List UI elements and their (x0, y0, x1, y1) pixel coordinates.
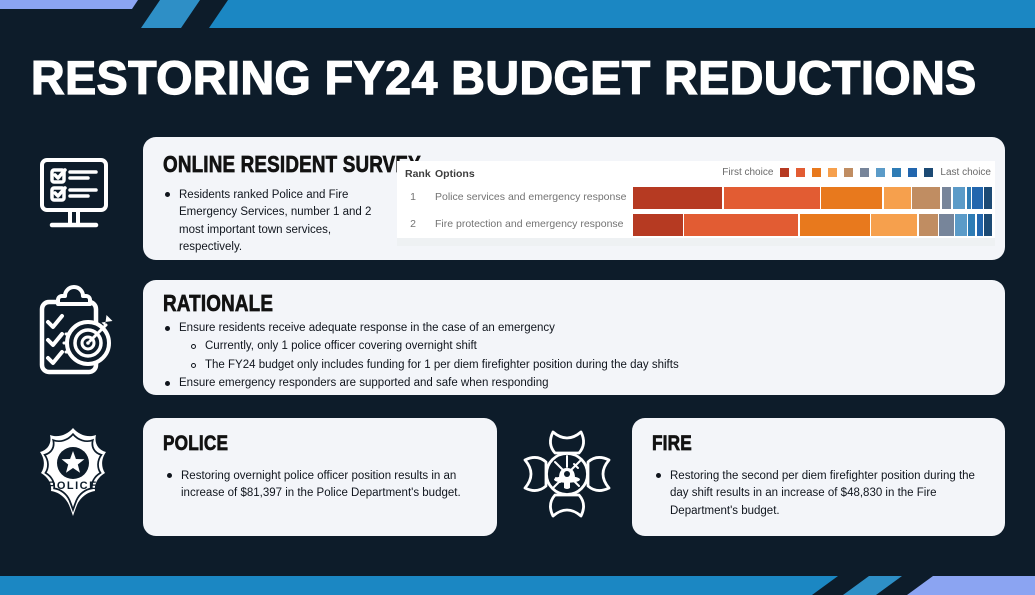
legend-swatch (780, 168, 790, 177)
choice-legend: First choice Last choice (722, 167, 991, 178)
bar-segment (684, 214, 799, 236)
rationale-item-text: The FY24 budget only includes funding fo… (205, 358, 679, 371)
rationale-bullet-list: Ensure residents receive adequate respon… (165, 322, 985, 395)
survey-screenshot-panel: Rank Options First choice Last choice 1 P… (397, 161, 995, 246)
bottom-blue-band (0, 576, 838, 595)
survey-bullet-text: Residents ranked Police and Fire Emergen… (179, 189, 372, 253)
options-column-header: Options (435, 168, 475, 180)
bullet-dot (165, 326, 170, 331)
bullet-dot (165, 192, 170, 197)
legend-last-choice-label: Last choice (940, 167, 991, 178)
rationale-sub-item: The FY24 budget only includes funding fo… (191, 359, 985, 373)
rationale-item-text: Currently, only 1 police officer coverin… (205, 340, 477, 353)
survey-card: ONLINE RESIDENT SURVEY Residents ranked … (143, 137, 1005, 260)
rationale-item: Ensure residents receive adequate respon… (165, 322, 985, 336)
rationale-item: Ensure emergency responders are supporte… (165, 377, 985, 391)
legend-swatch (844, 168, 854, 177)
bottom-right-periwinkle-bar (907, 576, 1035, 595)
top-blue-band (209, 0, 1035, 28)
legend-swatch (908, 168, 918, 177)
ranking-row: 2 Fire protection and emergency response (397, 214, 995, 236)
bar-segment (941, 187, 952, 209)
legend-swatch (828, 168, 838, 177)
bar-segment (976, 214, 983, 236)
stacked-ranking-bar (633, 214, 993, 236)
fire-card-title: FIRE (652, 432, 692, 456)
bar-segment (871, 214, 918, 236)
legend-swatch (812, 168, 822, 177)
rationale-card-title: RATIONALE (163, 290, 274, 317)
bar-segment (984, 187, 992, 209)
bar-segment (966, 187, 971, 209)
rank-number: 1 (410, 191, 416, 203)
police-badge-icon: POLICE (28, 422, 118, 522)
bullet-circle (191, 362, 196, 368)
stacked-ranking-bar (633, 187, 992, 209)
fire-card: FIRE Restoring the second per diem firef… (632, 418, 1005, 536)
bar-segment (918, 214, 938, 236)
police-card: POLICE Restoring overnight police office… (143, 418, 497, 536)
legend-swatch (924, 168, 934, 177)
fire-department-cross-icon (521, 427, 613, 521)
police-bullet: Restoring overnight police officer posit… (167, 468, 477, 503)
legend-swatch (860, 168, 870, 177)
option-label: Fire protection and emergency response (435, 218, 624, 230)
survey-card-title: ONLINE RESIDENT SURVEY (163, 151, 421, 178)
legend-swatch (876, 168, 886, 177)
bar-segment (883, 187, 911, 209)
bar-segment (821, 187, 883, 209)
bullet-circle (191, 344, 196, 350)
legend-first-choice-label: First choice (722, 167, 774, 178)
bar-segment (984, 214, 993, 236)
bar-segment (972, 187, 983, 209)
bullet-dot (167, 473, 172, 478)
bar-segment (952, 187, 966, 209)
clipboard-target-icon (28, 284, 120, 384)
rationale-item-text: Ensure emergency responders are supporte… (179, 376, 549, 389)
fire-bullet: Restoring the second per diem firefighte… (656, 468, 986, 520)
badge-star (61, 451, 85, 473)
computer-survey-icon (26, 148, 122, 244)
top-left-periwinkle-bar (0, 0, 138, 9)
bar-segment (799, 214, 870, 236)
rank-number: 2 (410, 218, 416, 230)
panel-footer-strip (397, 238, 995, 246)
bar-segment (968, 214, 976, 236)
bar-segment (633, 187, 723, 209)
bullet-dot (656, 473, 661, 478)
option-label: Police services and emergency response (435, 191, 627, 203)
legend-swatch (796, 168, 806, 177)
survey-bullet: Residents ranked Police and Fire Emergen… (165, 187, 393, 256)
rationale-sub-item: Currently, only 1 police officer coverin… (191, 340, 985, 354)
legend-swatch (892, 168, 902, 177)
rationale-item-text: Ensure residents receive adequate respon… (179, 322, 555, 334)
bullet-dot (165, 380, 170, 386)
bar-segment (939, 214, 954, 236)
top-diagonal-stripe (141, 0, 200, 28)
rank-column-header: Rank (405, 168, 431, 180)
legend-color-swatches (780, 168, 934, 177)
bar-segment (912, 187, 941, 209)
bar-segment (723, 187, 820, 209)
badge-label: POLICE (48, 480, 98, 492)
page-title: RESTORING FY24 BUDGET REDUCTIONS (30, 50, 977, 104)
bar-segment (633, 214, 683, 236)
ranking-row: 1 Police services and emergency response (397, 187, 995, 209)
bottom-diagonal-stripe (843, 576, 902, 595)
fire-bullet-text: Restoring the second per diem firefighte… (670, 470, 975, 517)
rationale-card: RATIONALE Ensure residents receive adequ… (143, 280, 1005, 395)
police-card-title: POLICE (163, 432, 229, 456)
bar-segment (955, 214, 967, 236)
police-bullet-text: Restoring overnight police officer posit… (181, 470, 461, 500)
